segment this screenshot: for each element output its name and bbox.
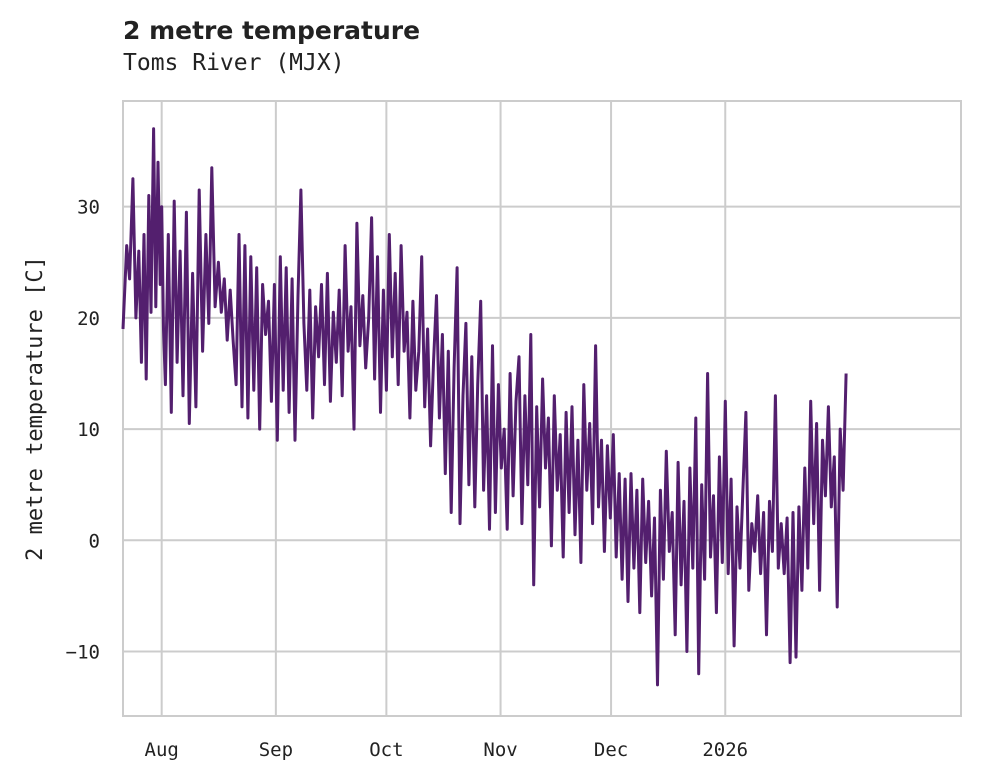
x-tick-label: Sep bbox=[259, 739, 293, 761]
y-tick-labels: −10 0 10 20 30 bbox=[66, 197, 100, 664]
chart-title: 2 metre temperature bbox=[123, 16, 421, 45]
y-axis-label: 2 metre temperature [C] bbox=[23, 256, 48, 561]
y-tick-label: 10 bbox=[77, 419, 100, 441]
plot-frame bbox=[122, 100, 962, 717]
temperature-series-line bbox=[121, 127, 848, 687]
y-tick-label: 30 bbox=[77, 197, 100, 219]
x-tick-label: Aug bbox=[145, 739, 179, 761]
x-tick-label: Dec bbox=[594, 739, 628, 761]
y-tick-label: −10 bbox=[66, 641, 100, 663]
x-tick-label: Nov bbox=[483, 739, 517, 761]
series-layer bbox=[121, 127, 848, 687]
y-tick-label: 0 bbox=[89, 530, 100, 552]
x-tick-label: Oct bbox=[369, 739, 403, 761]
y-tick-label: 20 bbox=[77, 308, 100, 330]
x-tick-labels: Aug Sep Oct Nov Dec 2026 bbox=[145, 739, 749, 761]
x-tick-label: 2026 bbox=[702, 739, 748, 761]
chart-subtitle: Toms River (MJX) bbox=[123, 50, 345, 76]
